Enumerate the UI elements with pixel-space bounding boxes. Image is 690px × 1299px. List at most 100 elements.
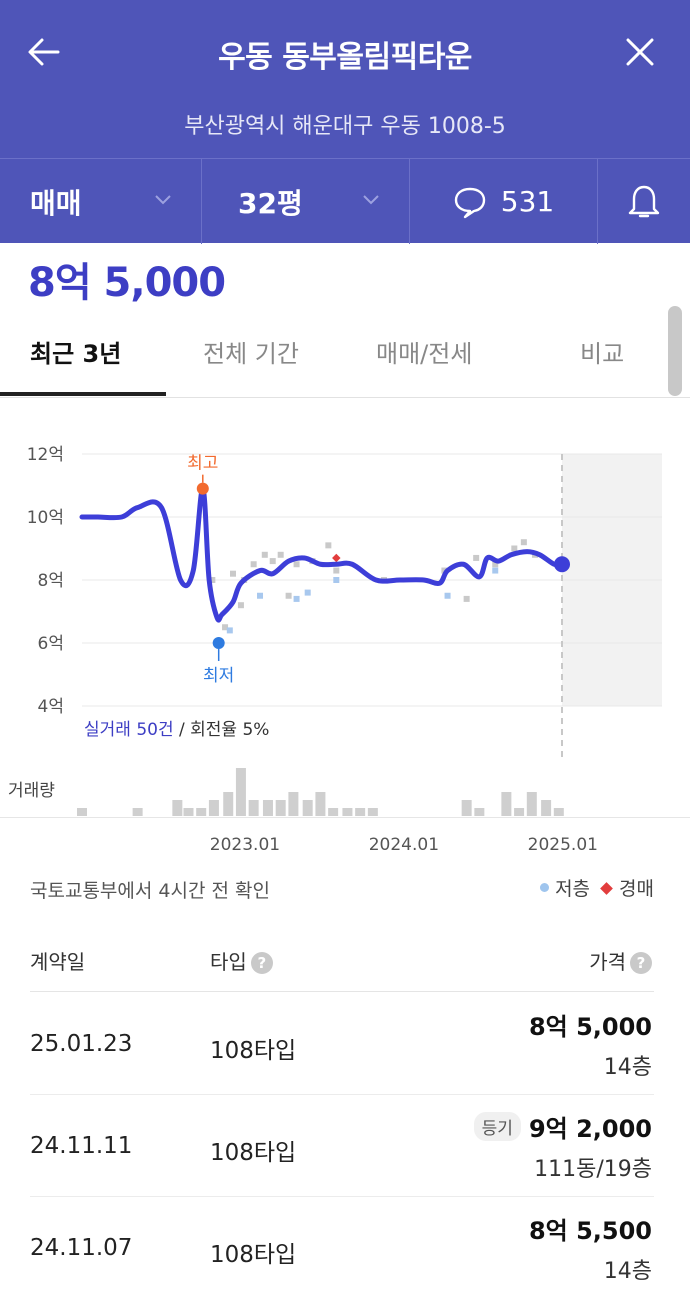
trade-point (285, 592, 292, 599)
row-floor: 14층 (603, 1259, 652, 1284)
tab-compare[interactable]: 비교 (580, 340, 625, 368)
x-tick-label: 2023.01 (210, 835, 280, 855)
trade-point (325, 542, 332, 549)
app-header: 우동 동부올림픽타운 부산광역시 해운대구 우동 1008-5 매매 32평 5… (0, 0, 690, 244)
volume-bar (262, 800, 273, 816)
y-tick-label: 6억 (38, 634, 64, 654)
trade-count: 실거래 50건 (84, 720, 174, 740)
back-arrow-icon[interactable] (22, 30, 66, 74)
row-type: 108타입 (210, 1038, 297, 1064)
table-row[interactable]: 24.11.11 108타입 등기 9억 2,000 111동/19층 (30, 1095, 654, 1197)
trade-point (277, 551, 284, 558)
period-tabs: 최근 3년 전체 기간 매매/전세 비교 (0, 310, 690, 398)
x-tick-label: 2025.01 (528, 835, 598, 855)
tab-all-period[interactable]: 전체 기간 (203, 340, 299, 368)
trade-point (269, 558, 276, 565)
chart-legend: 저층 경매 (540, 874, 654, 901)
table-header: 계약일 타입? 가격? (30, 946, 654, 992)
volume-bar (172, 800, 183, 816)
alert-button[interactable] (598, 159, 690, 244)
y-tick-label: 8억 (38, 571, 64, 591)
header-type-label: 타입 (210, 950, 247, 974)
low-floor-dot-icon (540, 883, 550, 892)
volume-bar (514, 808, 525, 816)
row-date: 25.01.23 (30, 1031, 133, 1057)
legend-low-floor-label: 저층 (555, 878, 591, 900)
filter-bar: 매매 32평 531 (0, 158, 690, 244)
comment-count: 531 (500, 185, 555, 218)
trade-point (463, 595, 470, 602)
row-floor: 14층 (603, 1055, 652, 1080)
volume-bar (77, 808, 87, 816)
help-icon[interactable]: ? (630, 952, 652, 974)
trade-summary: 실거래 50건 / 회전율 5% (84, 720, 269, 740)
volume-bar (541, 800, 552, 816)
tab-sale-jeonse[interactable]: 매매/전세 (376, 340, 473, 368)
registry-badge: 등기 (473, 1112, 521, 1141)
volume-bar (315, 792, 326, 816)
header-type: 타입? (210, 946, 273, 975)
active-tab-underline (0, 392, 166, 396)
low-floor-point (304, 589, 311, 596)
volume-bar (288, 792, 299, 816)
divider (0, 817, 690, 818)
table-row[interactable]: 25.01.23 108타입 8억 5,000 14층 (30, 993, 654, 1095)
help-icon[interactable]: ? (250, 952, 273, 974)
volume-bar (355, 808, 366, 816)
table-row[interactable]: 24.11.07 108타입 8억 5,500 14층 (30, 1197, 654, 1299)
scrollbar[interactable] (668, 306, 682, 396)
volume-bar (196, 808, 207, 816)
volume-bar (526, 792, 537, 816)
auction-point (332, 553, 341, 563)
high-point (196, 482, 209, 495)
header-price: 가격? (589, 946, 652, 975)
area-select[interactable]: 32평 (202, 159, 410, 244)
volume-bar (553, 808, 564, 816)
close-icon[interactable] (618, 30, 662, 74)
header-date: 계약일 (30, 950, 86, 974)
trade-point (511, 545, 518, 552)
trade-point (333, 567, 340, 574)
row-type: 108타입 (210, 1140, 297, 1166)
y-tick-label: 12억 (27, 445, 64, 465)
trade-point (209, 577, 216, 583)
row-floor: 111동/19층 (534, 1157, 652, 1182)
chevron-down-icon (155, 195, 171, 205)
low-floor-point (333, 577, 340, 583)
low-floor-point (492, 567, 499, 574)
volume-bar (501, 792, 512, 816)
volume-bar (235, 768, 246, 816)
comments-button[interactable]: 531 (410, 159, 598, 244)
trade-point (492, 561, 499, 568)
deal-type-select[interactable]: 매매 (0, 159, 202, 244)
current-point (554, 556, 570, 573)
trade-point (237, 602, 244, 609)
row-date: 24.11.07 (30, 1235, 133, 1261)
volume-label: 거래량 (8, 781, 55, 801)
row-price: 9억 2,000 (528, 1115, 652, 1143)
row-price: 8억 5,000 (528, 1013, 652, 1041)
trade-point (520, 539, 527, 546)
price-line (79, 486, 565, 623)
volume-bar (328, 808, 339, 816)
volume-bar (474, 808, 485, 816)
legend-auction: 경매 (600, 874, 654, 901)
trade-point (473, 554, 480, 561)
y-tick-label: 10억 (27, 508, 64, 528)
volume-bar (461, 800, 472, 816)
tab-recent-3-years[interactable]: 최근 3년 (30, 340, 122, 368)
speech-bubble-icon (454, 187, 485, 218)
bell-icon (628, 185, 660, 217)
trade-point (229, 570, 236, 577)
trade-point (261, 551, 268, 558)
y-tick-label: 4억 (38, 697, 64, 717)
low-floor-point (226, 627, 233, 634)
chevron-down-icon (363, 195, 379, 205)
row-type: 108타입 (210, 1242, 297, 1268)
page-title: 우동 동부올림픽타운 (218, 40, 472, 75)
row-date: 24.11.11 (30, 1133, 133, 1159)
volume-bar (208, 800, 219, 816)
x-tick-label: 2024.01 (369, 835, 439, 855)
current-price: 8억 5,000 (28, 260, 226, 306)
